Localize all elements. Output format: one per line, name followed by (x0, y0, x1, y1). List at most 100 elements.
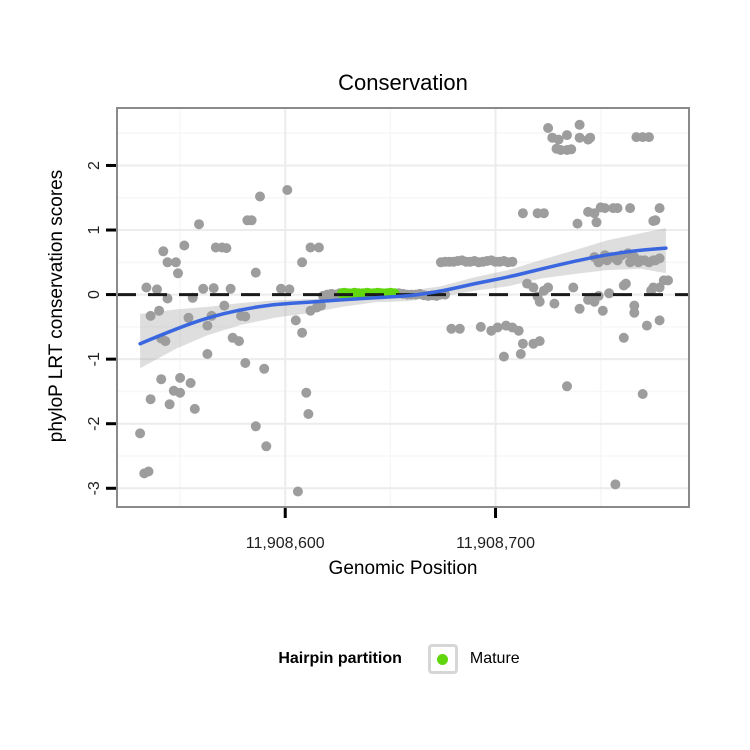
y-tick-label: 1 (86, 225, 103, 234)
axis-ticks: 2 1 0 -1 -2 -3 11,908,600 11,908,700 (86, 161, 535, 552)
scatter-points (135, 119, 673, 497)
data-point (534, 336, 545, 347)
data-point (574, 132, 585, 143)
data-point (297, 257, 308, 268)
y-tick-label: 0 (86, 290, 103, 299)
data-point (574, 119, 585, 130)
data-point (589, 296, 600, 307)
data-point (663, 275, 673, 286)
data-point (568, 282, 579, 293)
data-point (644, 132, 654, 143)
data-point (145, 310, 156, 321)
plot-canvas: 2 1 0 -1 -2 -3 11,908,600 11,908,700 (86, 107, 690, 552)
data-point (141, 282, 152, 293)
data-point (250, 421, 261, 432)
data-point (154, 305, 165, 316)
data-point (208, 283, 219, 294)
data-point (305, 242, 316, 253)
data-point (599, 203, 610, 214)
data-point (284, 284, 295, 295)
data-point (553, 134, 564, 145)
data-point (135, 428, 146, 439)
data-point (297, 327, 308, 338)
data-point (143, 466, 154, 477)
gridlines (117, 108, 689, 507)
data-point (175, 387, 186, 398)
data-point (259, 363, 270, 374)
data-point (454, 323, 465, 334)
data-point (654, 253, 665, 264)
data-point (543, 282, 554, 293)
data-point (620, 278, 631, 289)
data-point (612, 203, 623, 214)
data-point (650, 215, 661, 226)
data-point (170, 257, 181, 268)
data-point (183, 312, 194, 323)
data-point (290, 315, 301, 326)
data-point (179, 240, 190, 251)
data-point (219, 300, 230, 311)
x-axis-title: Genomic Position (328, 558, 478, 579)
data-point (562, 381, 572, 392)
legend-item-label: Mature (469, 650, 520, 667)
data-point (276, 283, 286, 294)
data-point (513, 325, 524, 336)
legend-key-box[interactable] (427, 644, 458, 674)
data-point (604, 288, 615, 299)
data-point (234, 336, 244, 347)
data-point (610, 479, 621, 490)
data-point (202, 349, 213, 359)
data-point (654, 203, 665, 214)
data-point (261, 441, 272, 452)
data-point (313, 242, 324, 253)
y-tick-label: -3 (86, 481, 103, 495)
data-point (189, 403, 200, 414)
data-point (585, 132, 596, 143)
data-point (152, 284, 162, 295)
data-point (637, 389, 648, 399)
data-point (160, 336, 171, 347)
legend: Hairpin partition Mature (0, 640, 750, 678)
data-point (574, 303, 585, 314)
data-point (629, 300, 640, 311)
data-point (173, 268, 183, 279)
data-point (446, 323, 457, 334)
data-point (618, 332, 629, 343)
data-point (492, 322, 503, 333)
data-point (162, 257, 173, 268)
data-point (654, 315, 665, 326)
data-point (221, 243, 232, 254)
data-point (593, 257, 604, 268)
data-point (282, 185, 293, 195)
legend-title: Hairpin partition (278, 650, 402, 667)
data-point (625, 203, 636, 214)
data-point (597, 305, 608, 316)
data-point (301, 387, 312, 398)
data-point (534, 296, 545, 307)
data-point (175, 372, 186, 383)
data-point (225, 283, 236, 294)
data-point (255, 191, 265, 202)
data-point (156, 374, 167, 385)
data-point (194, 219, 204, 230)
data-point (185, 378, 196, 388)
data-point (566, 144, 577, 155)
panel-border (116, 107, 690, 508)
data-point (517, 338, 528, 349)
data-point (562, 130, 572, 141)
data-point (572, 218, 583, 229)
data-point (240, 311, 251, 322)
data-point (250, 267, 261, 278)
mature-dot-icon (437, 653, 449, 665)
plot-title: Conservation (338, 70, 468, 95)
data-point (507, 256, 518, 267)
data-point (303, 409, 314, 419)
data-point (515, 349, 526, 359)
y-tick-label: -2 (86, 416, 103, 430)
data-point (475, 321, 486, 332)
data-point (629, 307, 640, 318)
data-point (246, 215, 257, 226)
data-point (538, 208, 549, 219)
data-point (202, 320, 213, 331)
